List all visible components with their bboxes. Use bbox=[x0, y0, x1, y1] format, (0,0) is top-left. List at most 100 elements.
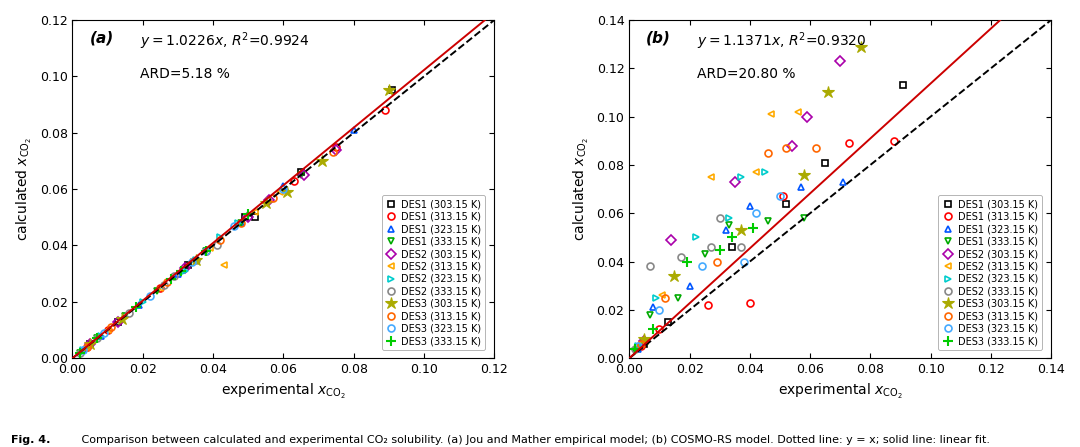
DES3 (333.15 K) bbox=[629, 346, 642, 351]
Line: DES1 (303.15 K): DES1 (303.15 K) bbox=[86, 87, 396, 348]
DES2 (313.15 K) bbox=[273, 189, 286, 194]
Line: DES3 (323.15 K): DES3 (323.15 K) bbox=[635, 193, 783, 350]
DES1 (333.15 K) bbox=[629, 348, 642, 354]
DES3 (303.15 K) bbox=[189, 257, 202, 262]
DES3 (313.15 K) bbox=[80, 344, 93, 350]
DES1 (323.15 K) bbox=[683, 283, 696, 288]
Line: DES3 (333.15 K): DES3 (333.15 K) bbox=[75, 210, 253, 358]
DES3 (333.15 K) bbox=[647, 327, 660, 332]
DES2 (323.15 K) bbox=[136, 299, 149, 304]
DES2 (323.15 K) bbox=[758, 169, 771, 175]
DES1 (323.15 K) bbox=[234, 220, 247, 226]
DES1 (333.15 K) bbox=[234, 220, 247, 226]
DES3 (313.15 K) bbox=[214, 237, 227, 243]
DES2 (333.15 K) bbox=[644, 264, 657, 269]
DES3 (333.15 K) bbox=[680, 259, 693, 264]
Legend: DES1 (303.15 K), DES1 (313.15 K), DES1 (323.15 K), DES1 (333.15 K), DES2 (303.15: DES1 (303.15 K), DES1 (313.15 K), DES1 (… bbox=[381, 195, 485, 350]
Line: DES2 (333.15 K): DES2 (333.15 K) bbox=[632, 215, 744, 352]
Line: DES2 (323.15 K): DES2 (323.15 K) bbox=[80, 219, 241, 353]
DES2 (313.15 K) bbox=[248, 209, 261, 214]
DES2 (333.15 K) bbox=[713, 215, 726, 221]
DES1 (313.15 K) bbox=[102, 327, 114, 333]
DES3 (323.15 K) bbox=[276, 186, 289, 192]
DES1 (303.15 K) bbox=[386, 88, 399, 93]
DES1 (323.15 K) bbox=[276, 184, 289, 189]
DES1 (303.15 K) bbox=[819, 160, 832, 165]
Y-axis label: calculated $x_{\rm CO_2}$: calculated $x_{\rm CO_2}$ bbox=[15, 137, 35, 241]
Legend: DES1 (303.15 K), DES1 (313.15 K), DES1 (323.15 K), DES1 (333.15 K), DES2 (303.15: DES1 (303.15 K), DES1 (313.15 K), DES1 (… bbox=[939, 195, 1042, 350]
X-axis label: experimental $x_{\rm CO_2}$: experimental $x_{\rm CO_2}$ bbox=[778, 382, 903, 401]
DES2 (313.15 K) bbox=[217, 262, 230, 268]
DES3 (313.15 K) bbox=[234, 220, 247, 226]
DES1 (313.15 K) bbox=[329, 144, 342, 149]
Line: DES3 (303.15 K): DES3 (303.15 K) bbox=[638, 40, 867, 345]
DES2 (303.15 K) bbox=[178, 266, 191, 271]
DES1 (323.15 K) bbox=[719, 228, 732, 233]
DES1 (333.15 K) bbox=[91, 336, 104, 341]
Line: DES1 (303.15 K): DES1 (303.15 K) bbox=[640, 82, 907, 347]
Y-axis label: calculated $x_{\rm CO_2}$: calculated $x_{\rm CO_2}$ bbox=[571, 137, 591, 241]
DES1 (323.15 K) bbox=[133, 302, 146, 308]
DES3 (333.15 K) bbox=[713, 247, 726, 252]
DES1 (333.15 K) bbox=[200, 249, 213, 254]
DES3 (303.15 K) bbox=[382, 88, 395, 93]
Text: ARD=5.18 %: ARD=5.18 % bbox=[140, 67, 230, 81]
DES3 (323.15 K) bbox=[228, 223, 241, 228]
DES1 (333.15 K) bbox=[671, 295, 684, 300]
DES2 (323.15 K) bbox=[178, 268, 191, 274]
DES3 (303.15 K) bbox=[259, 201, 272, 206]
DES1 (303.15 K) bbox=[295, 169, 308, 175]
DES1 (323.15 K) bbox=[795, 184, 808, 190]
DES1 (313.15 K) bbox=[888, 138, 901, 143]
Line: DES1 (323.15 K): DES1 (323.15 K) bbox=[635, 178, 847, 352]
DES3 (323.15 K) bbox=[632, 343, 645, 349]
Line: DES3 (323.15 K): DES3 (323.15 K) bbox=[80, 186, 287, 353]
DES1 (323.15 K) bbox=[94, 333, 107, 338]
DES3 (323.15 K) bbox=[696, 264, 708, 269]
Text: (b): (b) bbox=[646, 30, 671, 45]
DES3 (303.15 K) bbox=[797, 172, 810, 177]
Line: DES3 (303.15 K): DES3 (303.15 K) bbox=[84, 84, 395, 350]
DES1 (313.15 K) bbox=[701, 302, 714, 308]
DES2 (333.15 K) bbox=[73, 350, 86, 355]
DES2 (313.15 K) bbox=[80, 344, 93, 350]
DES1 (333.15 K) bbox=[73, 350, 86, 355]
Line: DES2 (313.15 K): DES2 (313.15 K) bbox=[83, 189, 283, 350]
DES2 (323.15 K) bbox=[77, 347, 90, 352]
DES3 (323.15 K) bbox=[186, 260, 199, 265]
DES2 (303.15 K) bbox=[800, 114, 813, 119]
Line: DES2 (313.15 K): DES2 (313.15 K) bbox=[638, 108, 801, 347]
DES3 (333.15 K) bbox=[200, 249, 213, 254]
DES2 (313.15 K) bbox=[704, 174, 717, 180]
DES1 (323.15 K) bbox=[172, 271, 185, 276]
DES1 (323.15 K) bbox=[837, 179, 850, 185]
DES3 (323.15 K) bbox=[653, 307, 666, 312]
Text: $y=1.0226x$, $R^2$=0.9924: $y=1.0226x$, $R^2$=0.9924 bbox=[140, 30, 310, 52]
DES2 (303.15 K) bbox=[665, 237, 678, 243]
DES2 (323.15 K) bbox=[231, 220, 244, 226]
Text: (a): (a) bbox=[90, 30, 113, 45]
DES1 (303.15 K) bbox=[897, 83, 910, 88]
DES1 (333.15 K) bbox=[723, 223, 735, 228]
Line: DES3 (313.15 K): DES3 (313.15 K) bbox=[638, 144, 820, 347]
DES1 (303.15 K) bbox=[638, 341, 651, 346]
Line: DES1 (323.15 K): DES1 (323.15 K) bbox=[80, 127, 357, 353]
DES2 (323.15 K) bbox=[94, 333, 107, 338]
DES3 (313.15 K) bbox=[780, 145, 793, 151]
DES2 (323.15 K) bbox=[650, 295, 663, 300]
DES2 (313.15 K) bbox=[203, 245, 216, 251]
DES3 (303.15 K) bbox=[734, 228, 747, 233]
DES2 (323.15 K) bbox=[214, 234, 227, 240]
DES3 (323.15 K) bbox=[738, 259, 751, 264]
Text: Fig. 4.: Fig. 4. bbox=[11, 435, 50, 445]
DES2 (333.15 K) bbox=[211, 243, 224, 248]
DES1 (313.15 K) bbox=[635, 343, 648, 349]
DES1 (333.15 K) bbox=[698, 252, 711, 257]
DES1 (333.15 K) bbox=[150, 288, 163, 293]
DES2 (313.15 K) bbox=[765, 112, 778, 117]
DES3 (303.15 K) bbox=[281, 189, 294, 194]
DES3 (323.15 K) bbox=[77, 347, 90, 352]
DES2 (323.15 K) bbox=[189, 257, 202, 262]
Line: DES3 (333.15 K): DES3 (333.15 K) bbox=[631, 223, 758, 354]
DES1 (313.15 K) bbox=[653, 327, 666, 332]
